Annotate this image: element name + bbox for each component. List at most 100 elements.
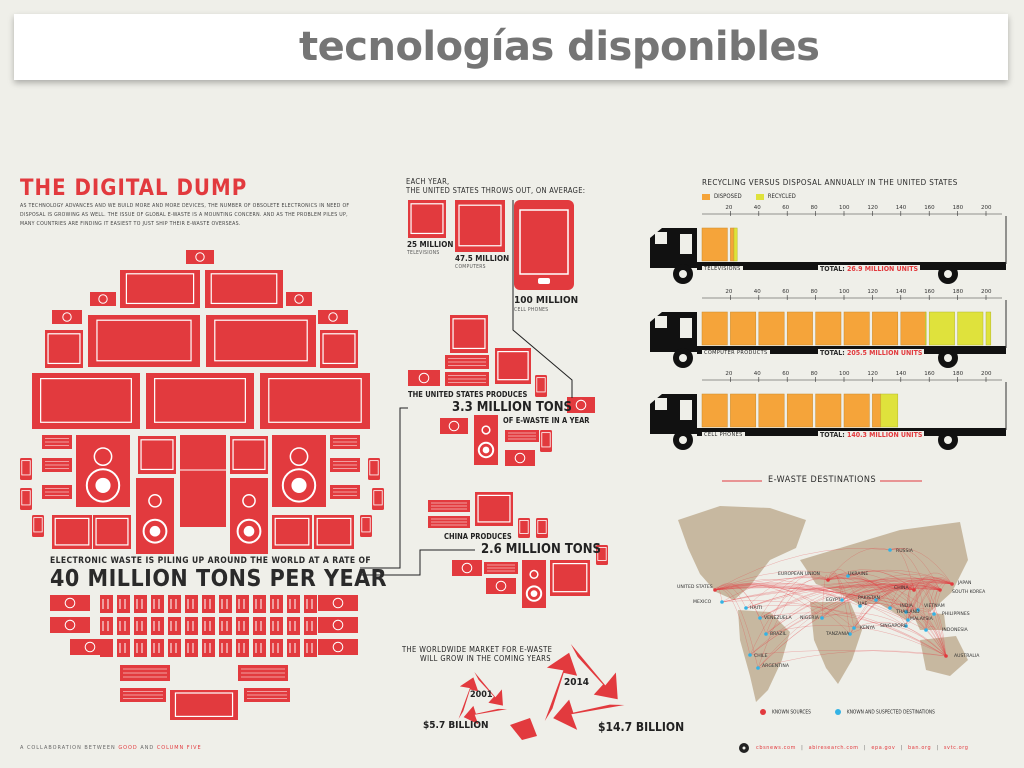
us-produces-label: THE UNITED STATES PRODUCES [408,390,528,399]
truck-scale-label: 200 [981,205,992,211]
truck-scale-label: 60 [782,289,789,295]
map-flow-line [847,570,941,591]
us-cluster-camera-3 [440,418,468,434]
pile-rack-0-10 [270,595,283,613]
truck-scale-label: 20 [725,205,732,211]
truck-window [655,232,667,244]
recycle-icon-2001 [458,672,508,725]
map-flow-line [749,650,947,657]
us-cellphone-button [538,278,550,284]
source-link[interactable]: ban.org [908,745,937,751]
infographic-intro: AS TECHNOLOGY ADVANCES AND WE BUILD MORE… [20,203,350,227]
us-tv-icon [408,200,446,238]
pile-monitor-5-screen [95,517,129,546]
cargo-recycled [925,311,927,346]
truck-label: COMPUTER PRODUCTS [702,350,770,356]
truck-scale-label: 160 [924,205,935,211]
pile-phone-4 [32,515,44,537]
pile-monitor-l [45,330,83,368]
pile-tv-1 [120,270,200,308]
pile-rack-1-0 [100,617,113,635]
cargo-disposed [900,311,926,346]
pile-rack-1-7 [219,617,232,635]
map-flow-line [821,583,915,619]
pile-camera-row-l-0 [50,595,90,611]
pile-monitor-4 [52,515,92,549]
pile-tv-2 [205,270,283,308]
pile-rack-0-2 [134,595,147,613]
map-landmass-0 [678,506,806,600]
truck-scale-label: 120 [867,289,878,295]
truck-hub-1 [944,270,952,278]
pile-camera-l [90,292,116,306]
map-point [858,604,862,608]
map-flow-line [827,570,843,601]
pile-camera-row-l-0-lens [64,597,76,609]
map-flow-line [714,584,909,621]
map-flow-line [757,587,915,669]
pile-camera-r2 [318,310,348,324]
pile-rack-2-8 [236,639,249,657]
sources-list: cbsnews.com | abiresearch.com | epa.gov … [756,745,969,751]
pile-phone-3 [372,488,384,510]
recycle-icon-2014 [544,644,625,730]
map-point [912,588,916,592]
pile-monitor-7 [314,515,354,549]
map-legend-suspected-label: KNOWN AND SUSPECTED DESTINATIONS [846,710,935,716]
recycle-icon-2001-arrow-2 [458,677,479,719]
legend-recycled-swatch [755,193,764,200]
us-cluster-monitor-2-screen [497,351,529,381]
map-point [826,578,830,582]
collaboration-credit: A COLLABORATION BETWEEN GOOD AND COLUMN … [20,745,202,751]
map-label: JAPAN [958,581,972,586]
source-link[interactable]: epa.gov [871,745,901,751]
pile-camera-row-l-2-lens [84,641,96,653]
cargo-recycled [928,311,955,346]
pile-rack-0-1 [117,595,130,613]
truck-scale-label: 180 [953,205,964,211]
pile-rack-2-3 [151,639,164,657]
pile-speaker-l-tweeter [148,493,162,508]
china-produces-value: 2.6 MILLION TONS [481,542,601,557]
source-link[interactable]: abiresearch.com [808,745,864,751]
map-point [904,624,908,628]
truck-scale-label: 180 [953,371,964,377]
source-separator: | [863,745,872,751]
pile-rack-1-12 [304,617,317,635]
china-produces-label: CHINA PRODUCES [444,532,512,541]
map-point [852,626,856,630]
connector-phones [512,200,573,398]
map-legend-suspected: KNOWN AND SUSPECTED DESTINATIONS [834,709,935,716]
pile-rack-1-6 [202,617,215,635]
pile-subwoofer-r-woofer-center [291,477,307,493]
cargo-disposed [701,311,728,346]
us-computer-icon-screen [458,204,502,247]
map-point [756,666,760,670]
pile-tv-5 [32,373,140,429]
cargo-disposed [730,227,735,262]
pile-rack-2-1 [117,639,130,657]
recycling-legend: DISPOSED RECYCLED [702,193,796,200]
connector-us [360,407,408,569]
truck-scale-label: 40 [754,205,761,211]
truck-total: TOTAL: 140.3 MILLION UNITS [818,431,925,439]
pile-monitor-6-screen [274,517,310,546]
truck-window-2 [680,234,692,254]
truck-scale-label: 100 [839,371,850,377]
source-link[interactable]: cbsnews.com [756,745,802,751]
map-flow-line [827,547,891,581]
map-flow-line [905,577,953,627]
truck-scale-label: 80 [811,371,818,377]
map-flow-line [889,548,941,591]
tv-label: TELEVISIONS [407,250,440,256]
credit-and: AND [140,745,155,751]
pile-rack-1-1 [117,617,130,635]
truck-scale-label: 20 [725,289,732,295]
known-dot-icon [760,709,766,715]
map-flow-line [859,584,915,607]
pile-rack-1-9 [253,617,266,635]
map-point [874,598,878,602]
source-link[interactable]: svtc.org [943,745,969,751]
pile-caption-main: 40 MILLION TONS PER YEAR [50,566,388,592]
truck-hub-1 [944,436,952,444]
